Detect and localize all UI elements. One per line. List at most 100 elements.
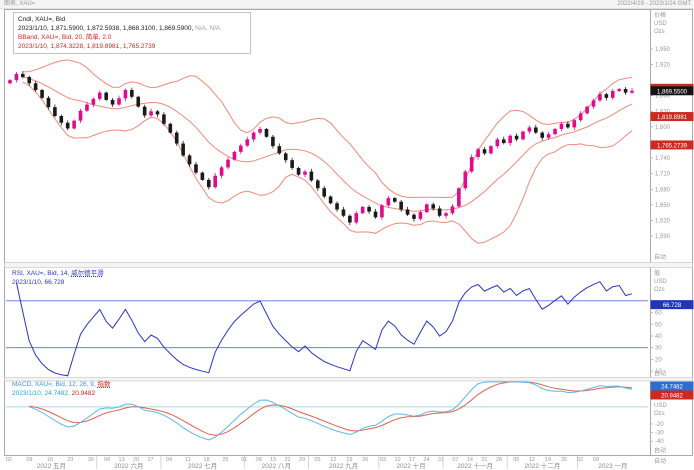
month-label: 2022 十一月 — [457, 461, 493, 470]
day-label: 27 — [147, 457, 153, 463]
price-tick-label: 1,710 — [655, 172, 671, 178]
legend-bband-values: 2023/1/10, 1,874.3228, 1,819.8981, 1,765… — [18, 42, 246, 51]
day-label: 11 — [185, 457, 191, 463]
candle-body — [239, 145, 243, 152]
candle-body — [444, 213, 448, 216]
bollinger-middle-line — [22, 76, 633, 212]
price-legend[interactable]: Cndl, XAU=, Bid 2023/1/10, 1,871.5900, 1… — [13, 12, 251, 54]
rsi-axis-unit-label: 值 — [654, 269, 660, 277]
candle-body — [65, 122, 70, 129]
macd-line — [29, 381, 633, 441]
title-bar: 图表, XAU= 2022/4/29 - 2023/1/24 GMT — [0, 0, 694, 9]
candle-body — [630, 90, 634, 93]
candle-body — [559, 123, 564, 129]
day-label: 01 — [241, 457, 247, 463]
month-label: 2023 一月 — [598, 462, 627, 470]
rsi-tick-label: 40 — [655, 334, 662, 340]
rsi-legend-line2: 2023/1/10, 66.728 — [12, 278, 104, 287]
macd-tick-label: -20 — [655, 422, 664, 428]
macd-tick-label: -40 — [655, 439, 664, 445]
price-badge — [650, 112, 694, 122]
panel-splitter-rsi[interactable] — [4, 262, 693, 268]
day-label: 26 — [561, 457, 567, 463]
rsi-legend[interactable]: RSI, XAU=, Bid, 14, 威尔德平滑 2023/1/10, 66.… — [12, 269, 104, 287]
candle-body — [290, 160, 294, 168]
candle-body — [322, 188, 327, 197]
price-tick-label: 1,950 — [655, 47, 671, 53]
candle-body — [598, 94, 602, 101]
candle-body — [482, 149, 487, 154]
candle-body — [546, 134, 551, 138]
rsi-smoothing-link: 威尔德平滑 — [71, 270, 104, 277]
price-tick-label: 1,920 — [655, 63, 671, 69]
legend-ohlc-values: 2023/1/10, 1,871.5900, 1,872.5938, 1,868… — [18, 24, 246, 33]
day-label: 04 — [166, 457, 172, 463]
day-label: 19 — [346, 457, 352, 463]
day-label: 16 — [47, 457, 53, 463]
macd-params: MACD, XAU=, Bid, 12, 26, 9, — [12, 381, 98, 388]
candle-body — [399, 201, 403, 210]
candle-body — [226, 159, 230, 168]
candle-body — [309, 171, 314, 181]
macd-signal-line — [29, 381, 633, 436]
candle-body — [303, 171, 307, 175]
panel-splitter-macd[interactable] — [4, 377, 693, 382]
candle-body — [296, 167, 301, 175]
price-tick-label: 1,590 — [655, 234, 671, 240]
day-label: 22 — [285, 457, 291, 463]
day-label: 28 — [496, 457, 502, 463]
price-badge-text: 1,869.5500 — [657, 89, 688, 95]
candle-body — [380, 205, 384, 218]
day-label: 12 — [330, 457, 336, 463]
candle-body — [540, 132, 545, 138]
candle-body — [534, 127, 538, 133]
candle-body — [585, 106, 589, 114]
price-tick-label: 1,680 — [655, 187, 671, 193]
candle-body — [489, 146, 493, 154]
candle-body — [78, 110, 83, 121]
candle-body — [392, 198, 397, 202]
candle-body — [425, 204, 429, 213]
macd-axis-auto-label: 自动 — [654, 447, 666, 455]
candle-body — [553, 128, 557, 135]
candle-body — [527, 127, 532, 132]
candle-body — [136, 96, 141, 107]
day-label: 20 — [133, 457, 139, 463]
candle-body — [219, 167, 224, 176]
candle-body — [566, 123, 570, 128]
day-label: 24 — [423, 457, 429, 463]
price-tick-label: 1,740 — [655, 156, 671, 162]
month-label: 2022 五月 — [37, 462, 66, 470]
rsi-tick-label: 50 — [655, 322, 662, 328]
rsi-tick-label: 60 — [655, 311, 662, 317]
price-badge-text: 1,819.8981 — [657, 115, 688, 121]
bollinger-upper-line — [22, 59, 633, 199]
candle-body — [591, 100, 596, 107]
price-axis-unit-label: 价格 — [654, 11, 666, 19]
candle-body — [187, 155, 192, 165]
price-tick-label: 1,860 — [655, 94, 671, 100]
macd-badge — [650, 381, 694, 391]
rsi-line — [15, 281, 633, 377]
price-badge — [650, 86, 694, 96]
day-label: 13 — [119, 457, 125, 463]
candle-body — [245, 139, 250, 146]
rsi-tick-label: 20 — [655, 357, 662, 363]
month-label: 2022 九月 — [329, 461, 358, 470]
candle-body — [348, 215, 352, 223]
day-label: 30 — [88, 457, 94, 463]
price-tick-label: 1,650 — [655, 203, 671, 209]
chart-frame-border — [4, 9, 693, 456]
candle-body — [437, 208, 442, 216]
candle-body — [508, 135, 512, 144]
macd-signal-text: 20.9482 — [69, 390, 96, 397]
macd-legend[interactable]: MACD, XAU=, Bid, 12, 26, 9, 指数 2023/1/10… — [12, 380, 110, 398]
day-label: 05 — [513, 457, 519, 463]
day-label: 15 — [270, 457, 276, 463]
candle-body — [412, 214, 416, 219]
candle-body — [354, 213, 359, 223]
candle-body — [27, 77, 32, 84]
month-label: 2022 十月 — [396, 461, 425, 470]
candle-body — [367, 206, 371, 212]
